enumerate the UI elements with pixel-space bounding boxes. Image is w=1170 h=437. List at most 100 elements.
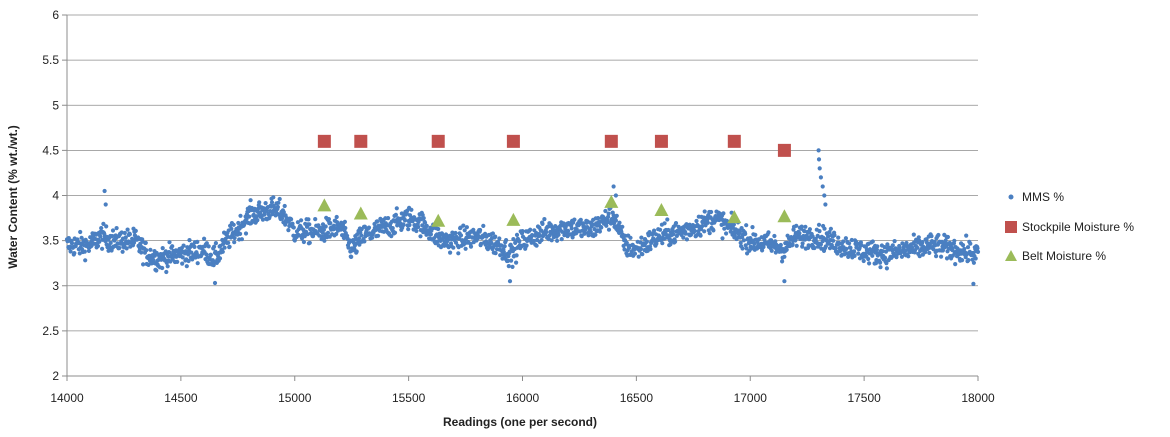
- mms-point: [212, 280, 218, 286]
- mms-point: [289, 217, 294, 222]
- mms-point: [120, 249, 125, 254]
- x-tick-label: 14000: [50, 391, 84, 405]
- mms-point: [578, 217, 583, 222]
- mms-point: [125, 227, 130, 232]
- mms-point: [282, 203, 287, 209]
- mms-point: [559, 237, 564, 242]
- mms-point: [534, 243, 539, 248]
- mms-point: [505, 258, 510, 263]
- mms-point: [654, 241, 659, 246]
- mms-point: [119, 230, 124, 235]
- mms-point: [290, 221, 295, 226]
- mms-point: [478, 241, 484, 246]
- mms-point: [866, 256, 871, 262]
- mms-point: [275, 204, 280, 210]
- mms-point: [69, 241, 75, 246]
- mms-point: [599, 225, 604, 230]
- y-tick-label: 3: [52, 279, 59, 293]
- mms-point: [520, 229, 525, 234]
- mms-point: [743, 243, 748, 248]
- mms-point: [549, 238, 554, 243]
- mms-point: [422, 220, 428, 225]
- mms-point: [973, 256, 978, 261]
- mms-point: [684, 237, 690, 242]
- mms-point: [401, 222, 406, 227]
- mms-point: [276, 200, 281, 205]
- stockpile-point: [506, 134, 520, 148]
- mms-point: [843, 236, 849, 241]
- mms-point: [744, 223, 749, 228]
- mms-point: [323, 224, 328, 229]
- mms-point: [556, 232, 561, 237]
- mms-point: [597, 229, 603, 234]
- mms-point: [890, 243, 895, 248]
- mms-point: [540, 221, 545, 226]
- mms-point: [818, 175, 824, 180]
- mms-point: [98, 234, 103, 239]
- mms-point: [226, 240, 231, 245]
- mms-point: [229, 226, 234, 231]
- mms-point: [307, 222, 312, 227]
- mms-point: [894, 255, 899, 260]
- mms-point: [566, 228, 571, 233]
- mms-point: [117, 245, 122, 251]
- mms-point: [966, 258, 971, 263]
- mms-point: [662, 221, 667, 226]
- mms-point: [195, 261, 200, 266]
- mms-point: [370, 235, 375, 240]
- mms-point: [794, 223, 799, 228]
- mms-point: [743, 231, 748, 236]
- belt-point: [353, 206, 368, 220]
- legend-marker-mms: [1008, 194, 1014, 200]
- mms-point: [724, 231, 729, 236]
- mms-point: [186, 258, 191, 264]
- mms-point: [639, 235, 644, 240]
- mms-point: [406, 227, 411, 232]
- mms-point: [681, 235, 686, 240]
- mms-point: [658, 227, 663, 232]
- mms-point: [705, 220, 711, 225]
- mms-point: [593, 232, 598, 237]
- mms-point: [773, 239, 778, 244]
- mms-point: [189, 250, 194, 255]
- mms-point: [164, 269, 169, 275]
- mms-point: [816, 157, 822, 162]
- mms-point: [217, 256, 223, 261]
- mms-point: [861, 258, 866, 264]
- mms-point: [236, 220, 241, 226]
- mms-point: [101, 221, 106, 226]
- mms-point: [362, 239, 367, 244]
- stockpile-point: [727, 134, 741, 148]
- mms-point: [797, 231, 802, 236]
- mms-point: [721, 211, 726, 216]
- mms-point: [737, 230, 742, 235]
- mms-point: [436, 226, 441, 232]
- mms-point: [394, 206, 399, 211]
- mms-point: [390, 226, 395, 231]
- mms-point: [897, 245, 902, 250]
- mms-point: [920, 240, 925, 245]
- mms-point: [929, 234, 934, 239]
- belt-point: [777, 209, 792, 223]
- mms-point: [960, 243, 966, 248]
- mms-point: [892, 239, 897, 244]
- mms-point: [943, 238, 948, 243]
- mms-point: [940, 248, 946, 253]
- mms-point: [175, 259, 180, 264]
- mms-point: [269, 200, 275, 205]
- mms-point: [709, 209, 714, 215]
- mms-point: [160, 265, 165, 271]
- mms-point: [761, 244, 766, 250]
- belt-point: [727, 210, 742, 224]
- mms-point: [108, 240, 113, 245]
- mms-point: [446, 237, 451, 242]
- mms-point: [127, 232, 132, 237]
- y-tick-label: 6: [52, 8, 59, 22]
- mms-point: [306, 217, 311, 222]
- mms-point: [867, 261, 872, 266]
- mms-point: [847, 241, 852, 246]
- mms-point: [975, 246, 980, 251]
- mms-point: [971, 260, 977, 265]
- mms-point: [428, 232, 433, 237]
